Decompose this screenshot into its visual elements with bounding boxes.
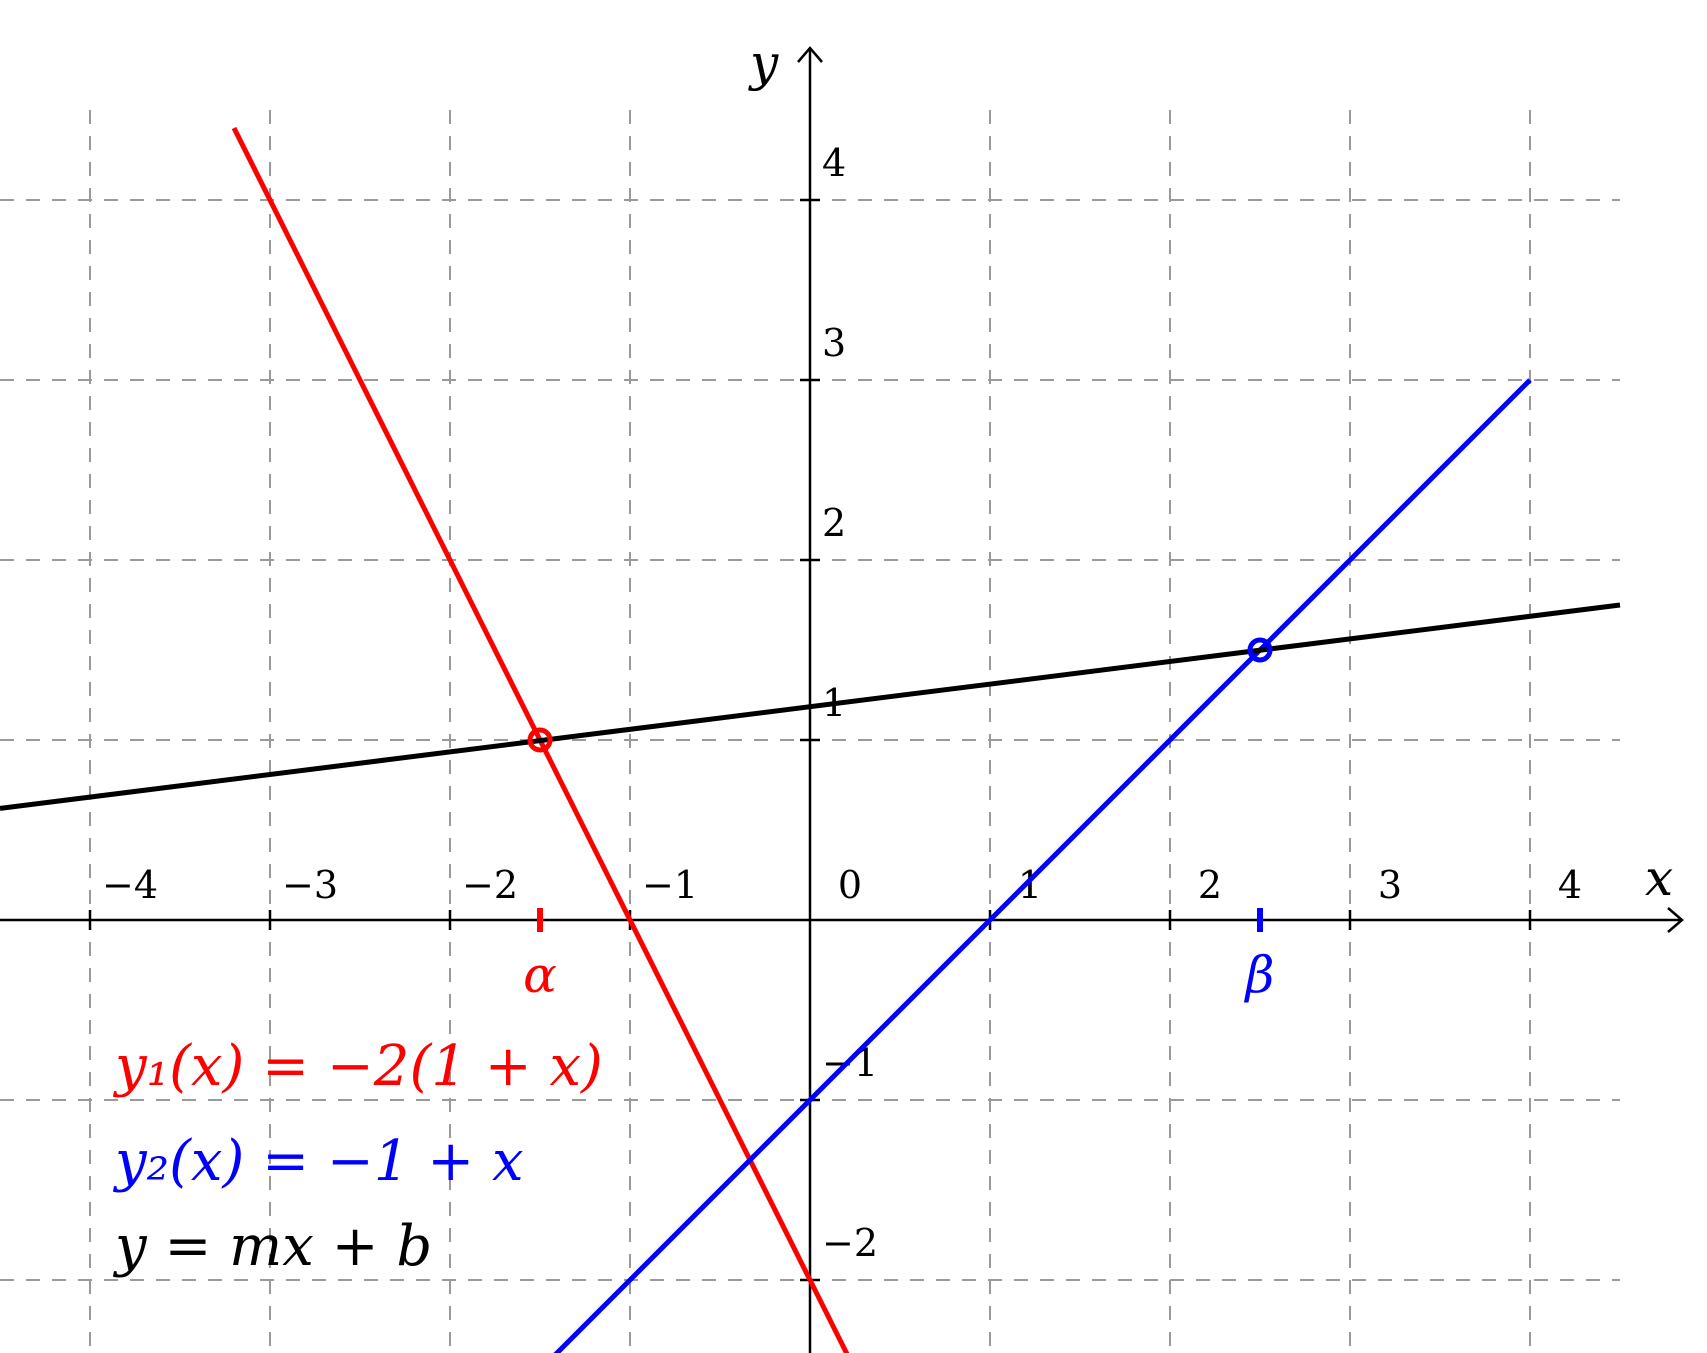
series-line-3 (0, 602, 1621, 811)
x-tick-label: −3 (282, 863, 338, 907)
x-tick-label: −1 (642, 863, 698, 907)
x-tick-label: −2 (462, 863, 518, 907)
y-tick-label: 2 (822, 501, 846, 545)
x-axis-arrow (1667, 907, 1684, 933)
intersection-label-1: α (523, 946, 557, 1004)
legend-entry-line: y = mx + b (112, 1214, 432, 1279)
legend-entry-y1: y₁(x) = −2(1 + x) (112, 1034, 603, 1099)
y-tick-label: 3 (822, 321, 846, 365)
x-tick-label: −4 (102, 863, 158, 907)
intersection-label-2: β (1244, 946, 1275, 1004)
x-tick-label: 3 (1378, 863, 1402, 907)
y-axis-arrow (797, 46, 823, 63)
y-axis-label: y (748, 34, 779, 92)
x-tick-label: 4 (1558, 863, 1582, 907)
intersection-point-1 (527, 727, 553, 753)
y-tick-label: 4 (822, 141, 846, 185)
intersection-point-2 (1247, 637, 1273, 663)
legend: y₁(x) = −2(1 + x) y₂(x) = −1 + x y = mx … (112, 1034, 603, 1279)
series-line-2 (553, 378, 1532, 1353)
legend-entry-y2: y₂(x) = −1 + x (112, 1129, 524, 1194)
y-tick-label: −2 (822, 1221, 878, 1265)
axes: xy (0, 34, 1684, 1353)
x-tick-label: 2 (1198, 863, 1222, 907)
x-axis-label: x (1645, 849, 1673, 907)
x-tick-label: 0 (838, 863, 862, 907)
